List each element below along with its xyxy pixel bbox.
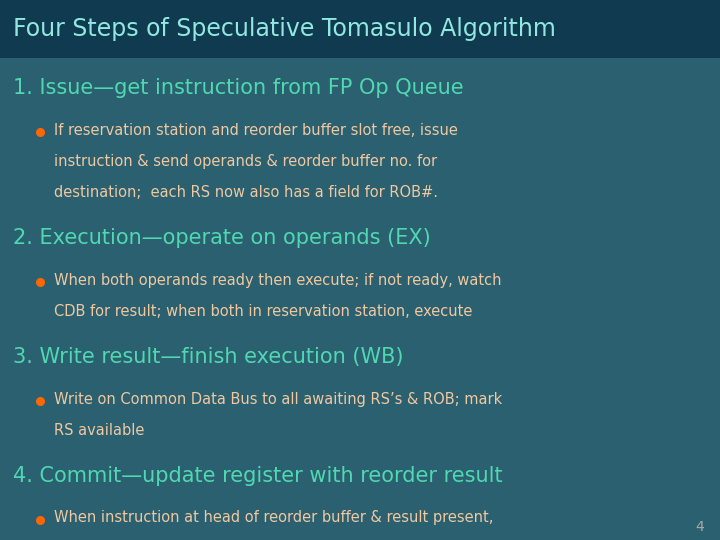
Text: When instruction at head of reorder buffer & result present,: When instruction at head of reorder buff… bbox=[54, 510, 493, 525]
FancyBboxPatch shape bbox=[0, 0, 720, 58]
Text: 3. Write result—finish execution (WB): 3. Write result—finish execution (WB) bbox=[13, 347, 403, 367]
Text: Four Steps of Speculative Tomasulo Algorithm: Four Steps of Speculative Tomasulo Algor… bbox=[13, 17, 556, 41]
Text: 4: 4 bbox=[696, 519, 704, 534]
Text: If reservation station and reorder buffer slot free, issue: If reservation station and reorder buffe… bbox=[54, 123, 458, 138]
Text: Write on Common Data Bus to all awaiting RS’s & ROB; mark: Write on Common Data Bus to all awaiting… bbox=[54, 392, 503, 407]
Text: 2. Execution—operate on operands (EX): 2. Execution—operate on operands (EX) bbox=[13, 228, 431, 248]
Text: destination;  each RS now also has a field for ROB#.: destination; each RS now also has a fiel… bbox=[54, 185, 438, 200]
Text: RS available: RS available bbox=[54, 423, 145, 438]
Text: 1. Issue—get instruction from FP Op Queue: 1. Issue—get instruction from FP Op Queu… bbox=[13, 78, 464, 98]
Text: CDB for result; when both in reservation station, execute: CDB for result; when both in reservation… bbox=[54, 304, 472, 319]
Text: When both operands ready then execute; if not ready, watch: When both operands ready then execute; i… bbox=[54, 273, 502, 288]
Text: 4. Commit—update register with reorder result: 4. Commit—update register with reorder r… bbox=[13, 466, 503, 486]
Text: instruction & send operands & reorder buffer no. for: instruction & send operands & reorder bu… bbox=[54, 154, 437, 169]
